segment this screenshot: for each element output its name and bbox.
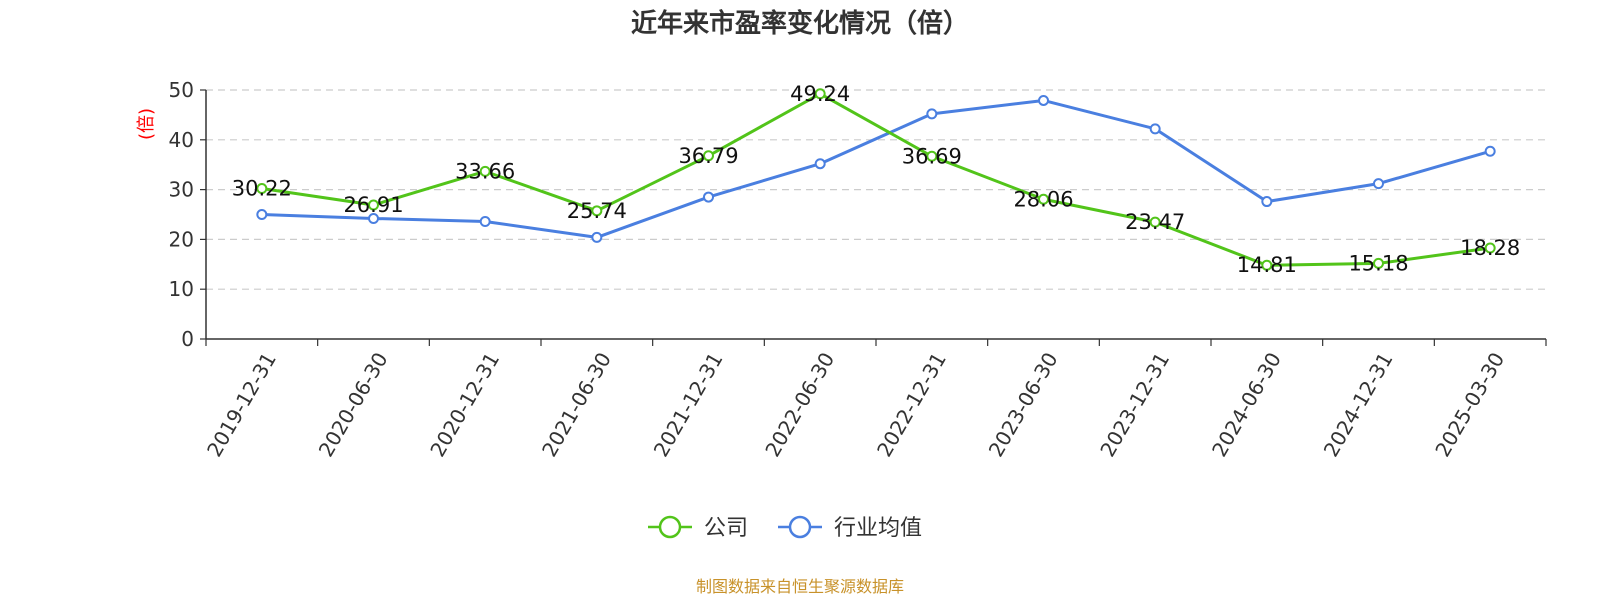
grid-lines [206,89,1546,290]
series-line [261,92,1491,267]
data-point[interactable] [1373,257,1384,269]
x-tick-label: 2020-06-30 [314,348,393,461]
data-point[interactable] [1484,145,1496,157]
data-point[interactable] [1038,193,1049,205]
y-axis-unit-label: (倍) [136,108,157,140]
series-layer [256,88,1496,271]
x-tick-label: 2023-06-30 [984,348,1063,461]
data-label: 36.79 [678,144,738,168]
x-tick-label: 2020-12-31 [425,348,504,461]
x-tick-label: 2025-03-30 [1430,348,1509,461]
data-label: 23.47 [1125,210,1185,234]
legend[interactable]: 公司 行业均值 [648,515,922,541]
data-point[interactable] [814,88,826,100]
data-point[interactable] [479,165,491,177]
data-point[interactable] [479,215,491,227]
x-tick-label: 2022-06-30 [760,348,839,461]
data-point[interactable] [591,231,603,243]
data-label: 28.06 [1013,187,1073,211]
data-label: 18.28 [1460,236,1520,260]
x-tick-label: 2023-12-31 [1095,348,1174,461]
y-tick-label: 50 [169,78,194,102]
data-point[interactable] [368,212,379,224]
y-tick-label: 30 [169,178,194,202]
data-point[interactable] [1261,259,1273,271]
data-label: 30.22 [232,177,292,201]
data-point[interactable] [703,150,714,162]
data-point[interactable] [368,199,379,211]
y-tick-label: 40 [169,128,194,152]
data-point[interactable] [703,191,714,203]
data-label: 26.91 [343,193,403,217]
data-label: 14.81 [1237,253,1297,277]
x-tick-label: 2022-12-31 [872,348,951,461]
data-point[interactable] [256,183,268,195]
legend-item-industry-average[interactable]: 行业均值 [778,515,922,541]
legend-label: 行业均值 [834,516,922,541]
legend-marker-icon [658,515,682,539]
series-company [256,88,1496,271]
data-point[interactable] [926,108,938,120]
data-point[interactable] [1484,242,1496,254]
data-label: 15.18 [1348,251,1408,275]
y-tick-label: 10 [169,277,194,301]
y-tick-label: 0 [181,327,194,351]
x-tick-label: 2024-06-30 [1207,348,1286,461]
series-industry-average [256,94,1496,243]
data-labels: 30.22 26.91 33.66 25.74 36.79 49.24 36.69 28.06… [232,82,1520,277]
x-tick-label: 2021-12-31 [649,348,728,461]
chart-title: 近年来市盈率变化情况（倍） [631,8,969,39]
data-point[interactable] [926,150,938,162]
data-point[interactable] [1261,196,1273,208]
data-point[interactable] [814,158,826,170]
data-label: 36.69 [902,144,962,168]
series-line [261,98,1491,239]
x-tick-label: 2021-06-30 [537,348,616,461]
data-label: 33.66 [455,159,515,183]
axes: 0 10 20 30 40 50 2019-12-31 2020-06-30 2020-12-3… [169,78,1547,461]
data-point[interactable] [1149,123,1161,135]
data-source-note: 制图数据来自恒生聚源数据库 [696,577,904,596]
legend-marker-icon [788,515,812,539]
legend-item-company[interactable]: 公司 [648,515,748,541]
data-point[interactable] [256,209,268,220]
data-label: 25.74 [567,199,627,223]
x-tick-label: 2019-12-31 [202,348,281,461]
legend-label: 公司 [704,516,748,541]
x-tick-label: 2024-12-31 [1319,348,1398,461]
data-point[interactable] [591,205,603,217]
data-point[interactable] [1149,216,1161,228]
y-tick-label: 20 [169,227,194,251]
data-label: 49.24 [790,82,850,106]
data-point[interactable] [1038,94,1049,106]
data-point[interactable] [1373,178,1384,190]
